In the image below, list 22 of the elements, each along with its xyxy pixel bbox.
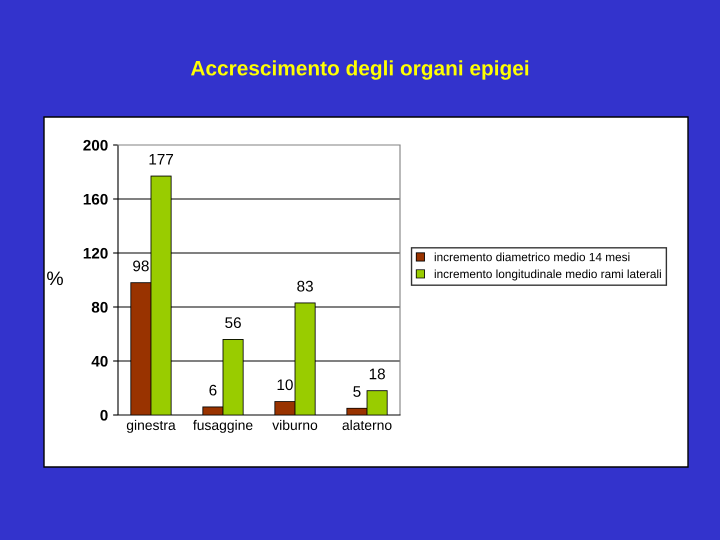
y-tick-label: 0 [100,410,108,421]
x-tick-label: fusaggine [193,420,252,433]
data-label: 98 [133,260,149,272]
x-tick-label: ginestra [126,420,176,433]
data-label: 18 [370,368,385,380]
data-label: 177 [149,154,174,165]
y-tick-label: 40 [92,356,108,367]
legend-label: incremento longitudinale medio rami laterali [434,269,661,280]
y-tick-label: 80 [92,302,108,313]
y-tick-label: 200 [83,140,108,151]
y-axis-title: % [47,272,63,286]
y-tick-label: 120 [84,248,108,259]
data-label: 56 [225,317,241,328]
y-tick-label: 160 [84,194,108,205]
data-label: 5 [353,386,361,397]
data-label: 6 [209,384,216,396]
data-label: 10 [278,379,293,390]
data-label: 83 [297,280,313,292]
x-tick-label: viburno [272,420,318,430]
chart-title: Accrescimento degli organi epigei [190,60,528,80]
x-tick-label: alaterno [342,420,392,430]
legend-label: incremento diametrico medio 14 mesi [434,252,630,262]
